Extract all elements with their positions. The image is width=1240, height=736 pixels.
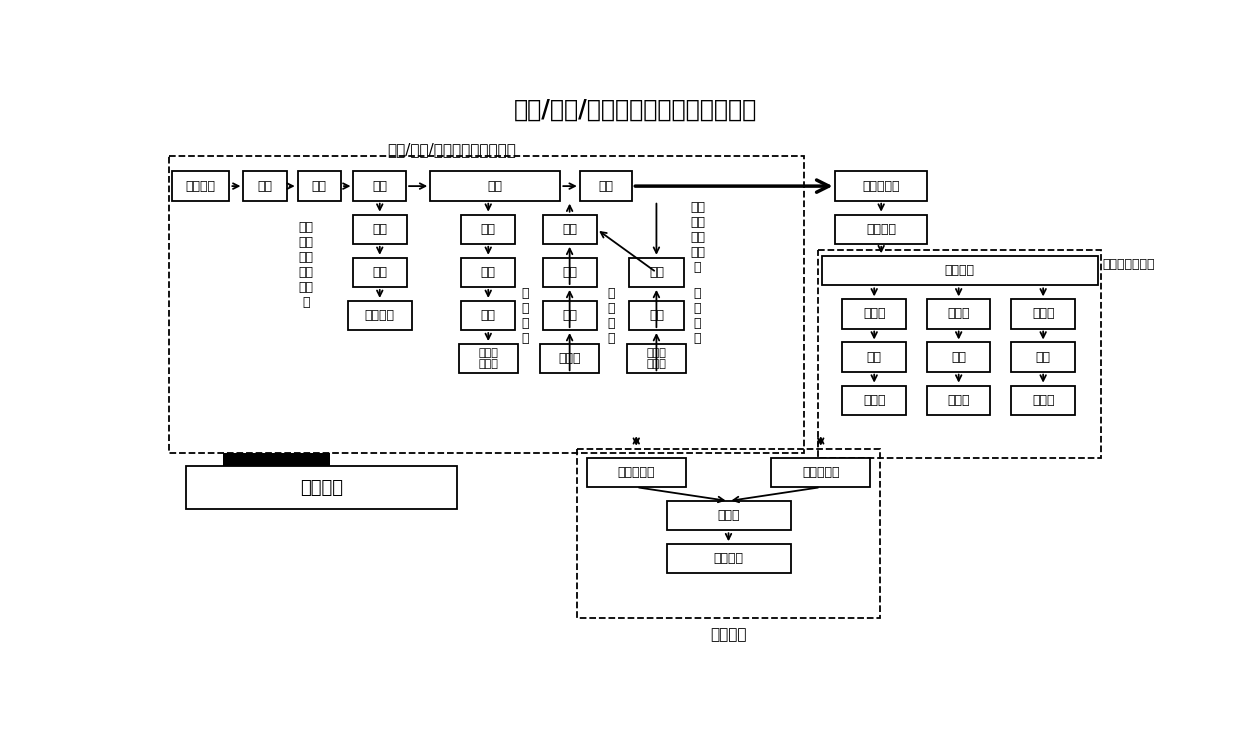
- Text: 激光/红外/可见光光源模拟系统: 激光/红外/可见光光源模拟系统: [387, 142, 516, 158]
- Bar: [1012, 386, 1075, 415]
- Text: 测距模
拟光源: 测距模 拟光源: [646, 348, 666, 369]
- Text: 均光: 均光: [649, 266, 663, 279]
- Text: 测
距
模
拟: 测 距 模 拟: [693, 287, 702, 345]
- Text: 支撑平台: 支撑平台: [300, 478, 343, 497]
- Text: 准直: 准直: [599, 180, 614, 193]
- Text: 扫描反射镜: 扫描反射镜: [863, 180, 900, 193]
- Bar: [543, 301, 596, 330]
- Bar: [186, 467, 458, 509]
- Text: 均光: 均光: [562, 266, 577, 279]
- Text: 黑体光源: 黑体光源: [365, 309, 394, 322]
- Bar: [1012, 300, 1075, 328]
- Text: 光阑: 光阑: [311, 180, 327, 193]
- Text: 航向轴: 航向轴: [863, 308, 885, 320]
- Bar: [842, 342, 906, 372]
- Bar: [926, 386, 991, 415]
- Bar: [541, 344, 599, 373]
- Bar: [836, 215, 928, 244]
- Bar: [578, 449, 879, 618]
- Bar: [298, 171, 341, 201]
- Text: 干
扰
目
标: 干 扰 目 标: [606, 287, 615, 345]
- Text: 驱动器: 驱动器: [947, 394, 970, 407]
- Text: 被测系统: 被测系统: [867, 223, 897, 236]
- Bar: [926, 342, 991, 372]
- Text: 电机: 电机: [867, 350, 882, 364]
- Text: 合束: 合束: [487, 180, 502, 193]
- Bar: [169, 156, 805, 453]
- Bar: [836, 171, 928, 201]
- Text: 合束: 合束: [562, 223, 577, 236]
- Bar: [629, 258, 683, 287]
- Text: 衰减: 衰减: [649, 309, 663, 322]
- Bar: [430, 171, 560, 201]
- Bar: [580, 171, 632, 201]
- Bar: [629, 301, 683, 330]
- Bar: [543, 215, 596, 244]
- Bar: [461, 301, 516, 330]
- Text: 激光/红外/可见光目标模拟器系统组成: 激光/红外/可见光目标模拟器系统组成: [513, 98, 758, 122]
- Text: 衰减: 衰减: [562, 309, 577, 322]
- Text: 可见
红外
一体
化背
景光
源: 可见 红外 一体 化背 景光 源: [299, 222, 314, 309]
- Text: 驱动器: 驱动器: [863, 394, 885, 407]
- Bar: [842, 300, 906, 328]
- Text: 光阑: 光阑: [372, 223, 387, 236]
- Text: 光阑: 光阑: [481, 223, 496, 236]
- Text: 均光: 均光: [372, 266, 387, 279]
- Bar: [818, 250, 1101, 458]
- Bar: [243, 171, 286, 201]
- Text: 俯仰轴: 俯仰轴: [947, 308, 970, 320]
- Text: 测控系统: 测控系统: [711, 627, 746, 643]
- Text: 采集处理器: 采集处理器: [618, 466, 655, 479]
- Bar: [926, 300, 991, 328]
- Bar: [667, 544, 791, 573]
- Bar: [771, 458, 870, 487]
- Text: 三轴姿态模拟器: 三轴姿态模拟器: [1102, 258, 1156, 271]
- Text: 均光: 均光: [481, 266, 496, 279]
- Bar: [353, 171, 405, 201]
- Text: 操作界面: 操作界面: [713, 552, 744, 565]
- Bar: [348, 301, 412, 330]
- Bar: [1012, 342, 1075, 372]
- Bar: [352, 215, 407, 244]
- Bar: [543, 258, 596, 287]
- Text: 电机: 电机: [951, 350, 966, 364]
- Text: 干扰光: 干扰光: [558, 352, 580, 365]
- Text: 采集处理器: 采集处理器: [802, 466, 839, 479]
- Bar: [352, 258, 407, 287]
- Text: 衰减: 衰减: [481, 309, 496, 322]
- Text: 编码模
拟光源: 编码模 拟光源: [479, 348, 498, 369]
- Bar: [461, 258, 516, 287]
- Bar: [821, 256, 1099, 286]
- Text: 负载平台: 负载平台: [945, 264, 975, 277]
- Text: 合束: 合束: [372, 180, 387, 193]
- Text: 电机: 电机: [1035, 350, 1050, 364]
- Text: 离轴
反射
式平
行光
管: 离轴 反射 式平 行光 管: [689, 201, 706, 275]
- Text: 驱动器: 驱动器: [1032, 394, 1054, 407]
- Bar: [842, 386, 906, 415]
- Bar: [667, 501, 791, 531]
- Bar: [587, 458, 686, 487]
- Bar: [459, 344, 518, 373]
- Bar: [461, 215, 516, 244]
- Bar: [223, 453, 330, 467]
- Bar: [627, 344, 686, 373]
- Text: 横滚轴: 横滚轴: [1032, 308, 1054, 320]
- Text: 均光: 均光: [258, 180, 273, 193]
- Text: 目
标
光
源: 目 标 光 源: [521, 287, 528, 345]
- Bar: [172, 171, 229, 201]
- Text: 可见光源: 可见光源: [186, 180, 216, 193]
- Text: 工控机: 工控机: [717, 509, 740, 522]
